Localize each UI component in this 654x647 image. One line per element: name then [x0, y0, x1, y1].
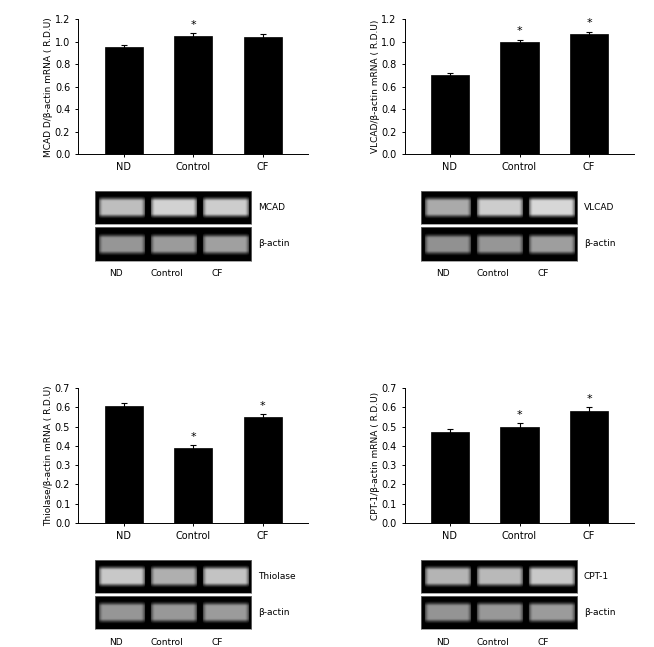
- Bar: [431, 76, 469, 154]
- Text: ND: ND: [436, 269, 449, 278]
- Text: CPT-1: CPT-1: [584, 572, 609, 581]
- Text: β-actin: β-actin: [258, 608, 289, 617]
- Y-axis label: MCAD D/β-actin mRNA ( R.D.U): MCAD D/β-actin mRNA ( R.D.U): [44, 17, 54, 157]
- Bar: [570, 34, 608, 154]
- Y-axis label: CPT-1/β-actin mRNA ( R.D.U): CPT-1/β-actin mRNA ( R.D.U): [371, 391, 379, 520]
- Text: β-actin: β-actin: [258, 239, 289, 248]
- Bar: [244, 37, 282, 154]
- Text: VLCAD: VLCAD: [584, 203, 614, 212]
- Text: ND: ND: [110, 269, 123, 278]
- Bar: [174, 36, 213, 154]
- Text: ND: ND: [110, 638, 123, 647]
- Text: *: *: [260, 400, 266, 411]
- Text: Control: Control: [150, 638, 183, 647]
- Text: β-actin: β-actin: [584, 239, 615, 248]
- Bar: [431, 432, 469, 523]
- Text: *: *: [517, 410, 523, 420]
- Text: *: *: [587, 394, 592, 404]
- Bar: [174, 448, 213, 523]
- Text: ND: ND: [436, 638, 449, 647]
- Y-axis label: Thiolase/β-actin mRNA ( R.D.U): Thiolase/β-actin mRNA ( R.D.U): [44, 385, 54, 526]
- Text: *: *: [587, 18, 592, 28]
- Text: CF: CF: [538, 638, 549, 647]
- Text: Control: Control: [477, 638, 509, 647]
- Bar: [570, 411, 608, 523]
- Bar: [105, 47, 143, 154]
- Text: CF: CF: [212, 638, 223, 647]
- Text: MCAD: MCAD: [258, 203, 284, 212]
- Y-axis label: VLCAD/β-actin mRNA ( R.D.U): VLCAD/β-actin mRNA ( R.D.U): [371, 20, 379, 153]
- Text: CF: CF: [212, 269, 223, 278]
- Bar: [500, 426, 539, 523]
- Text: *: *: [190, 20, 196, 30]
- Text: β-actin: β-actin: [584, 608, 615, 617]
- Text: *: *: [517, 27, 523, 36]
- Text: Thiolase: Thiolase: [258, 572, 295, 581]
- Text: *: *: [190, 432, 196, 441]
- Bar: [500, 42, 539, 154]
- Text: Control: Control: [477, 269, 509, 278]
- Bar: [105, 406, 143, 523]
- Bar: [244, 417, 282, 523]
- Text: CF: CF: [538, 269, 549, 278]
- Text: Control: Control: [150, 269, 183, 278]
